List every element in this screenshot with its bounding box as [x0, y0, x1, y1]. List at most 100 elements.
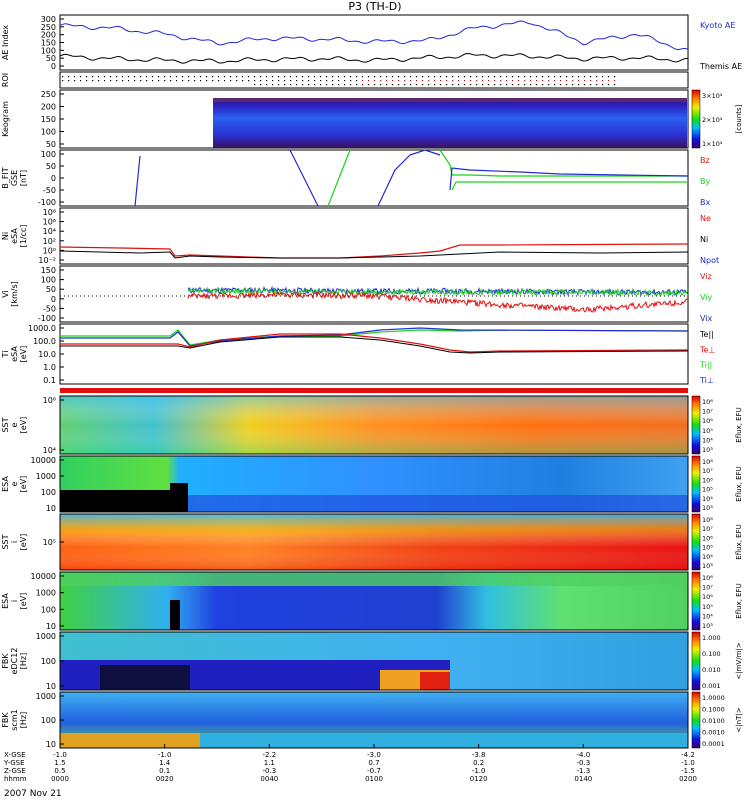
colorbar-tick-label: 10⁶	[702, 593, 713, 601]
roi-dot	[428, 76, 430, 78]
roi-dot	[470, 76, 472, 78]
roi-dot	[194, 80, 196, 82]
roi-dot	[260, 76, 262, 78]
roi-dot	[242, 76, 244, 78]
y-axis-label: FBK	[1, 653, 10, 669]
y-tick-label: 100.0	[33, 337, 56, 346]
panel-esa-ions	[59, 571, 689, 631]
roi-dot	[398, 76, 400, 78]
x-tick-label: 0100	[365, 775, 383, 783]
roi-dot	[290, 80, 292, 82]
roi-dot	[446, 84, 448, 86]
y-tick-label: 0	[51, 174, 56, 183]
y-tick-label: 10	[46, 740, 56, 749]
roi-dot	[344, 80, 346, 82]
roi-dot	[284, 76, 286, 78]
y-tick-label: 1000	[36, 472, 56, 481]
colorbar-tick-label: 10³	[702, 562, 713, 570]
roi-dot	[314, 84, 316, 86]
roi-dot	[482, 80, 484, 82]
roi-dot	[512, 76, 514, 78]
x-axis: X-GSE -1.0 -1.0 -2.2 -3.0 -3.8 -4.0 -4.2 Y-GSE 1.…	[3, 744, 697, 783]
roi-dot	[272, 76, 274, 78]
roi-dot	[68, 80, 70, 82]
roi-dot	[422, 84, 424, 86]
panel-frame	[59, 395, 689, 455]
x-tick-label: -4.2	[681, 751, 695, 759]
y-tick-label: 0	[51, 295, 56, 304]
roi-dot	[110, 76, 112, 78]
fbk-e-burst-2	[420, 672, 450, 690]
roi-dot	[548, 80, 550, 82]
y-tick-label: 10⁴	[43, 227, 56, 236]
x-tick-label: 1.1	[264, 759, 275, 767]
roi-dot	[152, 80, 154, 82]
roi-dot	[86, 76, 88, 78]
roi-dot	[266, 84, 268, 86]
x-axis-row-label: X-GSE	[4, 751, 26, 759]
roi-dot	[416, 84, 418, 86]
ni-line	[59, 250, 689, 259]
roi-dot	[524, 80, 526, 82]
roi-dot	[92, 80, 94, 82]
x-tick-label: -1.0	[681, 759, 695, 767]
roi-dot	[500, 84, 502, 86]
roi-dot	[590, 76, 592, 78]
y-axis-label: ROI	[1, 73, 10, 87]
roi-dot	[362, 80, 364, 82]
roi-dot	[548, 84, 550, 86]
panel-frame	[59, 323, 689, 385]
roi-dot	[374, 76, 376, 78]
roi-dot	[428, 84, 430, 86]
roi-dot	[254, 84, 256, 86]
y-tick-label: 1.0	[43, 363, 56, 372]
roi-dot	[530, 76, 532, 78]
roi-dot	[182, 80, 184, 82]
y-tick-label: 10⁰	[43, 246, 56, 255]
roi-dot	[506, 84, 508, 86]
roi-dot	[464, 80, 466, 82]
colorbar-tick-label: 10⁴	[702, 612, 713, 620]
panel-fbk-scm1	[59, 691, 689, 749]
y-tick-label: 150	[41, 39, 56, 48]
colorbar-tick-label: 10⁷	[702, 584, 713, 592]
colorbar	[691, 513, 701, 571]
roi-dot	[392, 84, 394, 86]
panel-frame	[59, 14, 689, 71]
roi-dot	[530, 80, 532, 82]
roi-dot	[176, 80, 178, 82]
legend-entry: Viy	[700, 293, 713, 302]
roi-dot	[512, 80, 514, 82]
colorbar-tick-label: 10⁵	[702, 486, 713, 494]
panel-esa-electrons	[59, 455, 689, 513]
y-axis-label: eDC12	[10, 648, 19, 675]
roi-dot	[560, 76, 562, 78]
panel-fbk-edc12	[59, 631, 689, 691]
y-tick-label: 50	[46, 140, 56, 149]
roi-dot	[380, 80, 382, 82]
roi-dot	[434, 80, 436, 82]
roi-dot	[404, 76, 406, 78]
roi-dot	[326, 76, 328, 78]
roi-dot	[572, 80, 574, 82]
themis-ae-line	[59, 52, 688, 64]
roi-dot	[608, 84, 610, 86]
y-tick-label: 50	[46, 54, 56, 63]
roi-dot	[554, 84, 556, 86]
roi-dot	[374, 80, 376, 82]
roi-dot	[218, 76, 220, 78]
x-tick-label: -2.2	[262, 751, 276, 759]
roi-dot	[134, 80, 136, 82]
roi-dot	[560, 84, 562, 86]
by-line-2	[439, 149, 688, 177]
roi-dot	[512, 84, 514, 86]
roi-dot	[518, 80, 520, 82]
roi-dot	[62, 80, 64, 82]
roi-dot	[68, 76, 70, 78]
y-axis-label: Keogram	[1, 101, 10, 137]
roi-dot	[566, 80, 568, 82]
colorbar-tick-label: 0.100	[702, 650, 721, 658]
y-tick-label: 10	[46, 682, 56, 691]
y-axis-label: [eV]	[19, 534, 28, 551]
roi-dot	[320, 80, 322, 82]
